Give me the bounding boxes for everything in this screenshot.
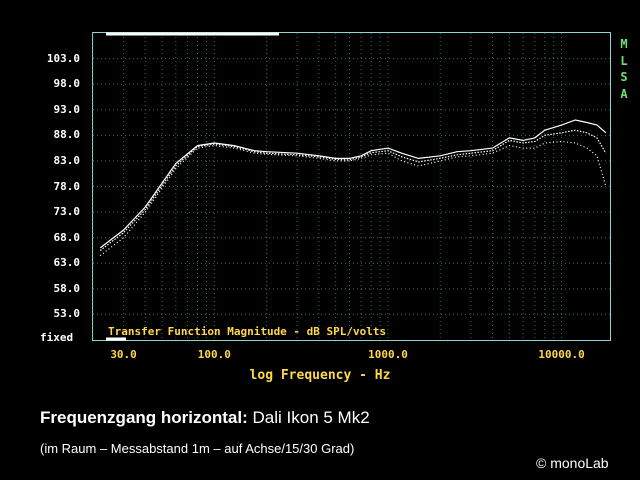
- caption-subtitle: (im Raum – Messabstand 1m – auf Achse/15…: [40, 441, 355, 456]
- y-tick-label: 88.0: [53, 128, 81, 142]
- x-tick-label: 100.0: [197, 348, 231, 361]
- side-letter: L: [620, 53, 628, 68]
- y-tick-label: 103.0: [46, 51, 80, 65]
- series-line: [99, 129, 607, 251]
- y-tick-label: 78.0: [53, 179, 81, 193]
- side-letter: A: [620, 86, 628, 101]
- y-tick-label: 83.0: [53, 153, 81, 167]
- y-tick-label: 53.0: [53, 307, 81, 321]
- x-tick-label: 10000.0: [538, 348, 585, 361]
- mlssa-side-label: M L S A: [617, 36, 631, 102]
- y-tick-label: 93.0: [53, 102, 81, 116]
- caption-title-bold: Frequenzgang horizontal:: [40, 408, 248, 427]
- y-axis-bottom-label: fixed: [40, 331, 74, 344]
- chart-title: Transfer Function Magnitude - dB SPL/vol…: [108, 325, 387, 338]
- x-tick-label: 1000.0: [368, 348, 408, 361]
- y-tick-label: 68.0: [53, 230, 81, 244]
- caption-title: Frequenzgang horizontal: Dali Ikon 5 Mk2: [40, 408, 370, 428]
- side-letter: S: [620, 70, 628, 84]
- y-tick-label: 63.0: [53, 256, 81, 270]
- y-tick-label: 73.0: [53, 205, 81, 219]
- plot-frame: [92, 32, 611, 341]
- side-letter: M: [620, 37, 628, 51]
- copyright-notice: © monoLab: [536, 455, 609, 471]
- series-line: [99, 119, 607, 249]
- x-axis-label: log Frequency - Hz: [249, 368, 391, 383]
- y-tick-label: 58.0: [53, 281, 81, 295]
- caption-title-product: Dali Ikon 5 Mk2: [252, 408, 370, 427]
- x-tick-label: 30.0: [110, 348, 137, 361]
- y-tick-label: 98.0: [53, 77, 81, 91]
